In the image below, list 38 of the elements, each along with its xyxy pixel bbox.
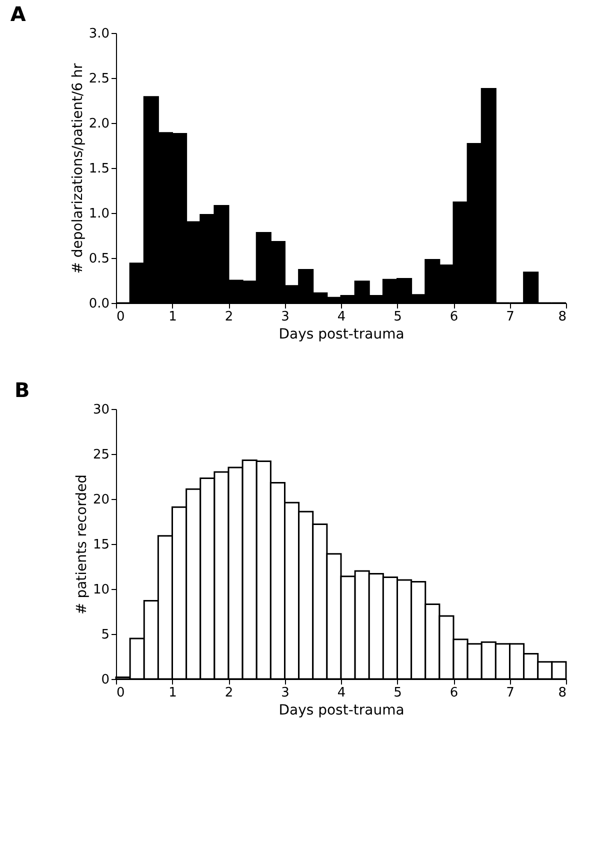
- x-tick-label: 2: [224, 686, 234, 700]
- y-tick-label: 10: [92, 582, 110, 598]
- y-tick-label: 15: [92, 538, 110, 552]
- x-tick-label: 3: [281, 686, 290, 700]
- y-tick-label: 0: [101, 672, 110, 688]
- y-tick-label: 20: [92, 492, 110, 508]
- y-tick-label: 5: [101, 628, 110, 642]
- y-tick-label: 30: [92, 402, 110, 418]
- y-axis-title: # patients recorded: [74, 474, 90, 614]
- y-tick-label: 3.0: [88, 26, 110, 42]
- y-axis-title: # depolarizations/patient/6 hr: [70, 62, 86, 274]
- x-tick-label: 5: [394, 310, 402, 324]
- x-tick-label: 8: [558, 310, 566, 324]
- x-axis-title: Days post-trauma: [278, 326, 404, 342]
- y-tick-label: 0.5: [88, 252, 110, 266]
- y-tick-label: 1.5: [88, 162, 110, 176]
- x-tick-label: 2: [224, 310, 234, 324]
- x-tick-label: 4: [337, 686, 346, 700]
- chart-title: A: [10, 2, 26, 26]
- x-tick-label: 0: [116, 310, 125, 324]
- x-tick-label: 8: [558, 686, 566, 700]
- chart-title: B: [14, 378, 30, 402]
- y-tick-label: 1.0: [88, 206, 110, 222]
- x-tick-label: 5: [394, 686, 402, 700]
- x-tick-label: 3: [281, 310, 290, 324]
- y-tick-label: 2.5: [88, 72, 110, 86]
- x-tick-label: 0: [116, 686, 125, 700]
- x-tick-label: 7: [506, 686, 514, 700]
- x-axis-title: Days post-trauma: [278, 702, 404, 718]
- x-tick-label: 1: [168, 686, 177, 700]
- y-tick-label: 25: [92, 448, 110, 462]
- x-tick-label: 7: [506, 310, 514, 324]
- x-tick-label: 1: [168, 310, 177, 324]
- y-tick-label: 0.0: [88, 296, 110, 312]
- x-tick-label: 6: [450, 310, 458, 324]
- x-tick-label: 4: [337, 310, 346, 324]
- y-tick-label: 2.0: [88, 116, 110, 132]
- x-tick-label: 6: [450, 686, 458, 700]
